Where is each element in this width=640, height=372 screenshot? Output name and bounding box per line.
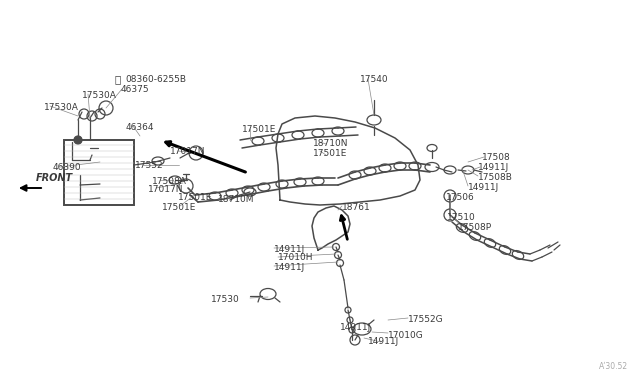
Text: 17552G: 17552G [408, 315, 444, 324]
Text: 17017N: 17017N [170, 148, 205, 157]
Text: 14911J: 14911J [340, 323, 371, 331]
Text: 17501E: 17501E [313, 148, 348, 157]
Text: 17530: 17530 [211, 295, 240, 304]
Text: 17010G: 17010G [388, 330, 424, 340]
Text: 17508P: 17508P [458, 224, 492, 232]
Text: 17501E: 17501E [162, 202, 196, 212]
Text: 17501E: 17501E [242, 125, 276, 135]
Text: 18710M: 18710M [218, 196, 255, 205]
Text: Aʹ30.52: Aʹ30.52 [599, 362, 628, 371]
Text: 14911J: 14911J [274, 244, 305, 253]
Text: 17540: 17540 [360, 76, 388, 84]
Text: 17010H: 17010H [278, 253, 314, 263]
Text: 17017N: 17017N [148, 186, 184, 195]
Text: 46390: 46390 [53, 164, 82, 173]
Text: FRONT: FRONT [36, 173, 73, 183]
Text: 17508B: 17508B [478, 173, 513, 183]
Text: 18710N: 18710N [313, 138, 349, 148]
Text: 14911J: 14911J [274, 263, 305, 272]
Text: Ⓢ: Ⓢ [115, 74, 121, 84]
Text: 17530A: 17530A [44, 103, 79, 112]
Text: 17508: 17508 [482, 154, 511, 163]
Text: 17510: 17510 [447, 214, 476, 222]
Text: 08360-6255B: 08360-6255B [125, 74, 186, 83]
Circle shape [74, 136, 82, 144]
Text: 14911J: 14911J [468, 183, 499, 192]
Text: 17530A: 17530A [82, 90, 117, 99]
Text: 46364: 46364 [126, 122, 154, 131]
Text: 18761: 18761 [342, 202, 371, 212]
Text: 17552: 17552 [135, 161, 164, 170]
Text: 46375: 46375 [121, 86, 150, 94]
Text: 17508A: 17508A [152, 176, 187, 186]
Text: 14911J: 14911J [368, 337, 399, 346]
Text: 17506: 17506 [446, 193, 475, 202]
Text: 17501E: 17501E [178, 193, 212, 202]
Text: 14911J: 14911J [478, 164, 509, 173]
